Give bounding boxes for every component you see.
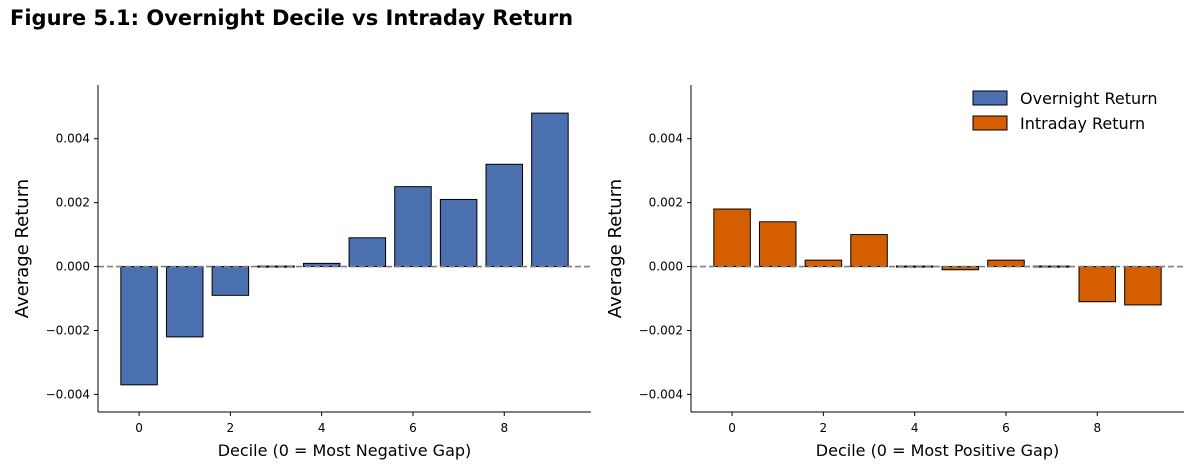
bar-decile-4 [302, 262, 341, 268]
bar-decile-8 [1078, 266, 1117, 303]
bar-decile-2 [211, 266, 250, 296]
bar-decile-1 [758, 221, 797, 268]
x-tick-label: 6 [1002, 421, 1010, 435]
bar-decile-1 [165, 266, 204, 338]
y-axis-label: Average Return [605, 179, 626, 318]
x-tick-label: 0 [135, 421, 143, 435]
x-tick-label: 4 [318, 421, 326, 435]
y-tick-label: 0.000 [649, 260, 683, 274]
bar-decile-0 [120, 266, 158, 386]
y-tick-label: 0.004 [56, 132, 90, 146]
x-axis-label: Decile (0 = Most Positive Gap) [816, 441, 1059, 460]
right-panel: −0.004 −0.002 0.000 0.002 0.004 0 2 4 6 8 Decile (… [605, 85, 1184, 460]
legend: Overnight Return Intraday Return [972, 89, 1158, 133]
bar-decile-9 [1124, 266, 1162, 306]
legend-label-intraday: Intraday Return [1020, 114, 1145, 133]
bar-decile-7 [439, 198, 478, 268]
bar-decile-9 [531, 112, 569, 268]
bar-decile-5 [348, 237, 387, 268]
bar-decile-3 [257, 265, 295, 268]
bar-decile-8 [485, 163, 524, 268]
bar-decile-3 [850, 234, 888, 268]
figure-title: Figure 5.1: Overnight Decile vs Intraday… [10, 6, 574, 30]
legend-swatch-intraday [972, 115, 1008, 131]
y-tick-label: 0.000 [56, 260, 90, 274]
bar-decile-5 [941, 266, 980, 271]
y-tick-label: −0.004 [46, 387, 90, 401]
y-tick-label: −0.002 [639, 323, 683, 337]
left-panel: −0.004 −0.002 0.000 0.002 0.004 0 2 4 6 8 Decile (… [12, 85, 591, 460]
x-tick-label: 2 [820, 421, 828, 435]
bar-decile-2 [804, 259, 843, 268]
x-axis-label: Decile (0 = Most Negative Gap) [218, 441, 472, 460]
x-tick-label: 6 [409, 421, 417, 435]
x-tick-label: 4 [911, 421, 919, 435]
x-tick-label: 8 [1093, 421, 1101, 435]
y-tick-label: −0.002 [46, 323, 90, 337]
bar-decile-6 [394, 186, 432, 268]
bar-decile-6 [987, 259, 1025, 268]
y-tick-label: 0.004 [649, 132, 683, 146]
x-tick-label: 8 [500, 421, 508, 435]
y-tick-label: 0.002 [649, 196, 683, 210]
x-tick-label: 0 [728, 421, 736, 435]
legend-swatch-overnight [972, 90, 1008, 106]
y-axis-label: Average Return [12, 179, 33, 318]
bar-decile-0 [713, 208, 751, 268]
y-tick-label: 0.002 [56, 196, 90, 210]
x-tick-label: 2 [227, 421, 235, 435]
y-tick-label: −0.004 [639, 387, 683, 401]
bar-decile-4 [895, 265, 934, 268]
legend-label-overnight: Overnight Return [1020, 89, 1158, 108]
